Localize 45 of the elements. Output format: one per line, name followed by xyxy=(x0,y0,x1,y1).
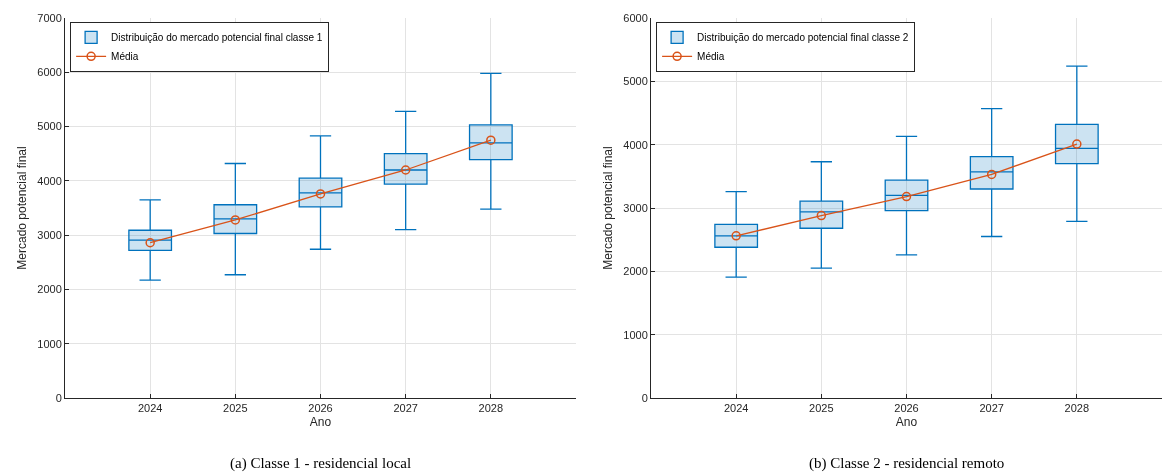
x-tick-label: 2027 xyxy=(979,402,1004,415)
y-tick-label: 3000 xyxy=(623,201,648,214)
point xyxy=(1072,139,1082,149)
legend-label: Média xyxy=(111,51,139,63)
y-tick-label: 5000 xyxy=(623,75,648,88)
x-tick-label: 2026 xyxy=(894,402,919,415)
y-tick-label: 2000 xyxy=(37,283,62,296)
point xyxy=(315,189,326,199)
x-tick-label: 2024 xyxy=(137,402,163,415)
x-tick-label: 2028 xyxy=(478,402,504,415)
y-tick-label: 6000 xyxy=(623,11,648,24)
x-axis-title: Ano xyxy=(309,415,332,430)
x-tick-label: 2025 xyxy=(809,402,834,415)
point xyxy=(400,165,411,175)
x-tick-label: 2026 xyxy=(308,402,333,415)
text: (b) Classe 2 - residencial remoto xyxy=(809,455,1005,472)
y-tick-label: 0 xyxy=(55,391,62,404)
x-axis-title: Ano xyxy=(895,415,918,430)
legend-label: Média xyxy=(697,51,725,63)
point xyxy=(901,191,912,202)
y-tick-label: 6000 xyxy=(37,66,62,79)
y-tick-label: 7000 xyxy=(37,11,62,24)
x-tick-label: 2027 xyxy=(393,402,418,415)
y-tick-label: 1000 xyxy=(623,328,648,341)
y-tick-label: 4000 xyxy=(623,138,648,151)
y-tick-label: 4000 xyxy=(37,174,62,187)
legend-label: Distribuição do mercado potencial final classe 1 xyxy=(111,32,323,44)
text: (a) Classe 1 - residencial local xyxy=(230,455,412,472)
x-tick-label: 2024 xyxy=(723,402,749,415)
point xyxy=(816,210,827,221)
y-axis-title: Mercado potencial final xyxy=(14,146,29,270)
y-tick-label: 3000 xyxy=(37,228,62,241)
point xyxy=(731,231,741,241)
y-tick-label: 5000 xyxy=(37,120,62,133)
x-tick-label: 2028 xyxy=(1064,402,1090,415)
point xyxy=(145,237,155,248)
point xyxy=(986,169,997,180)
legend-label: Distribuição do mercado potencial final classe 2 xyxy=(697,32,909,44)
y-tick-label: 2000 xyxy=(623,265,648,278)
y-tick-label: 1000 xyxy=(37,337,62,350)
y-tick-label: 0 xyxy=(641,391,648,404)
y-axis-title: Mercado potencial final xyxy=(600,146,615,270)
point xyxy=(486,135,496,145)
x-tick-label: 2025 xyxy=(223,402,248,415)
point xyxy=(230,215,241,225)
